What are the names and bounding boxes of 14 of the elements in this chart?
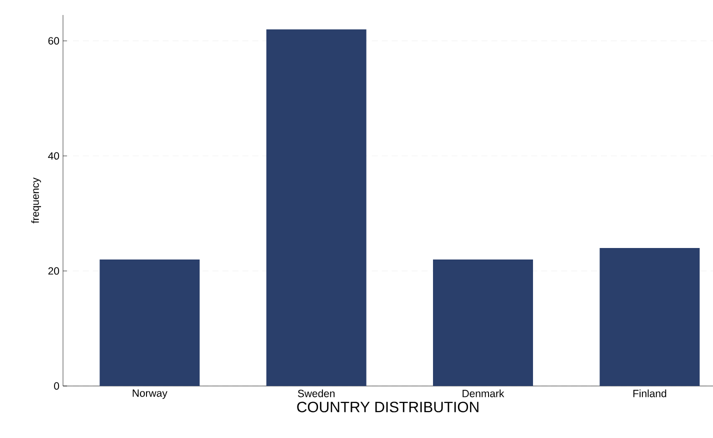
x-tick-label: Sweden bbox=[298, 390, 335, 398]
bar bbox=[433, 259, 534, 386]
bar bbox=[600, 248, 700, 386]
x-tick-label: Norway bbox=[132, 390, 168, 399]
y-tick-label: 20 bbox=[48, 267, 60, 275]
x-tick-label: Denmark bbox=[462, 390, 504, 398]
bar bbox=[100, 259, 200, 386]
y-tick-label: 60 bbox=[48, 37, 60, 45]
x-axis-title: COUNTRY DISTRIBUTION bbox=[297, 402, 478, 412]
y-tick-label: 0 bbox=[54, 382, 60, 390]
y-axis-title: frequency bbox=[31, 178, 42, 224]
y-tick-label: 40 bbox=[48, 152, 60, 160]
bar bbox=[266, 29, 366, 386]
x-tick-label: Finland bbox=[633, 390, 666, 398]
